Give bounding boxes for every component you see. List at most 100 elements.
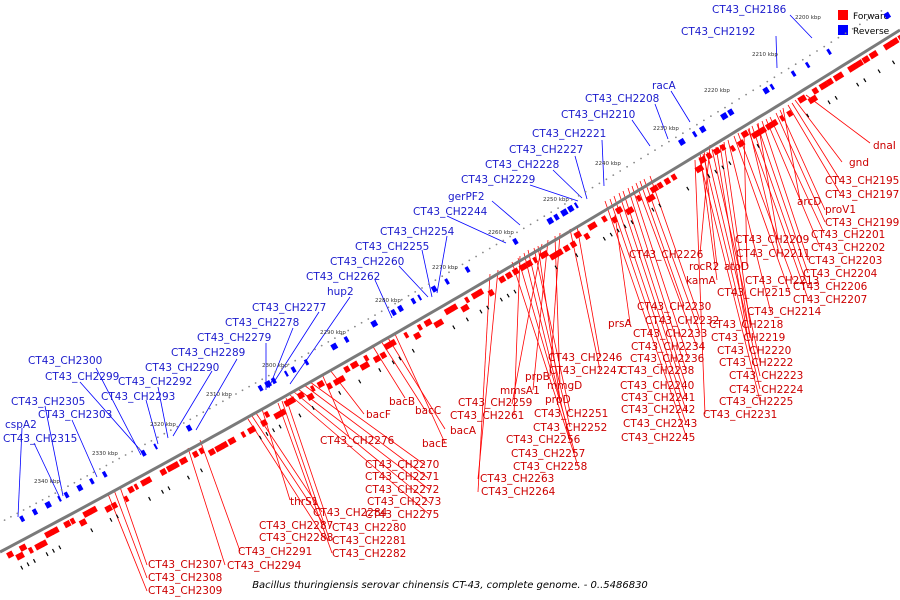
reverse-gene-label: CT43_CH2305 bbox=[11, 396, 85, 408]
position-dot bbox=[111, 461, 114, 463]
position-dot bbox=[235, 393, 237, 395]
forward-gene-label: CT43_CH2223 bbox=[729, 370, 803, 382]
forward-gene-label: CT43_CH2252 bbox=[533, 422, 607, 434]
gene-tick bbox=[338, 390, 342, 395]
forward-gene bbox=[290, 396, 297, 404]
position-dot bbox=[475, 255, 477, 258]
position-dot bbox=[689, 127, 691, 130]
position-dot bbox=[60, 488, 63, 491]
forward-gene bbox=[227, 436, 237, 446]
reverse-gene bbox=[76, 483, 84, 492]
forward-gene bbox=[587, 221, 598, 231]
reverse-gene-label: cspA2 bbox=[5, 419, 37, 431]
forward-gene-label: CT43_CH2258 bbox=[513, 461, 587, 473]
forward-gene-label: CT43_CH2233 bbox=[633, 328, 707, 340]
forward-gene-label: CT43_CH2204 bbox=[803, 268, 878, 280]
position-dot bbox=[543, 215, 546, 218]
position-dot bbox=[144, 443, 146, 446]
forward-gene bbox=[811, 86, 820, 95]
reverse-gene-label: CT43_CH2303 bbox=[38, 409, 112, 421]
gene-tick bbox=[452, 325, 456, 330]
forward-gene-label: dnaI bbox=[873, 140, 896, 152]
forward-gene bbox=[110, 501, 119, 510]
gene-tick bbox=[298, 413, 302, 418]
reverse-gene bbox=[883, 11, 892, 20]
forward-gene bbox=[389, 338, 397, 347]
forward-gene bbox=[614, 205, 624, 215]
forward-gene-label: CT43_CH2243 bbox=[623, 418, 697, 430]
reverse-gene bbox=[464, 266, 471, 274]
tick-label: 2280 kbp bbox=[375, 298, 401, 304]
forward-gene-label: mmsA1 bbox=[500, 385, 540, 397]
forward-gene bbox=[477, 288, 485, 296]
tick-label: 2300 kbp bbox=[262, 363, 288, 369]
gene-tick bbox=[465, 317, 469, 322]
reverse-gene bbox=[444, 278, 450, 285]
forward-gene-label: bacB bbox=[389, 396, 415, 408]
gene-tick bbox=[513, 289, 517, 294]
position-dot bbox=[809, 54, 811, 57]
forward-gene bbox=[890, 37, 900, 46]
forward-gene bbox=[191, 450, 200, 459]
gene-tick bbox=[728, 161, 732, 166]
forward-gene-label: CT43_CH2240 bbox=[620, 380, 694, 392]
reverse-gene-label: CT43_CH2277 bbox=[252, 302, 326, 314]
position-dot bbox=[570, 199, 573, 201]
gene-tick bbox=[51, 548, 55, 553]
position-dot bbox=[448, 271, 450, 274]
forward-gene bbox=[15, 551, 25, 561]
tick-label: 2230 kbp bbox=[653, 126, 679, 132]
forward-gene-label: CT43_CH2226 bbox=[629, 249, 704, 261]
position-dot bbox=[294, 359, 297, 362]
position-dot bbox=[619, 170, 622, 172]
gene-tick bbox=[721, 165, 725, 170]
position-dot bbox=[598, 182, 601, 185]
forward-gene bbox=[349, 360, 360, 370]
tick-label: 2210 kbp bbox=[752, 52, 778, 58]
tick-label: 2340 kbp bbox=[34, 479, 60, 485]
position-dot bbox=[682, 132, 684, 135]
gene-tick bbox=[602, 236, 606, 241]
map-caption: Bacillus thuringiensis serovar chinensis… bbox=[252, 580, 648, 591]
gene-tick bbox=[358, 379, 362, 384]
forward-gene-label: CT43_CH2225 bbox=[719, 396, 793, 408]
position-dot bbox=[461, 263, 464, 266]
position-dot bbox=[267, 374, 270, 377]
gene-tick bbox=[609, 232, 613, 237]
reverse-gene-label: CT43_CH2290 bbox=[145, 362, 219, 374]
reverse-gene-label: CT43_CH2315 bbox=[3, 433, 77, 445]
position-dot bbox=[92, 471, 95, 474]
position-dot bbox=[16, 512, 19, 515]
position-dot bbox=[176, 425, 179, 428]
reverse-gene bbox=[566, 204, 575, 213]
position-dot bbox=[380, 310, 383, 313]
forward-gene bbox=[670, 173, 678, 181]
position-dot bbox=[189, 418, 192, 421]
forward-gene-label: mmgD bbox=[547, 380, 582, 392]
position-dot bbox=[873, 14, 876, 17]
forward-gene bbox=[635, 194, 643, 202]
position-dot bbox=[3, 519, 6, 521]
forward-gene bbox=[797, 94, 808, 104]
reverse-gene bbox=[698, 125, 707, 134]
reverse-gene bbox=[560, 208, 569, 217]
forward-gene bbox=[413, 331, 422, 340]
reverse-gene-label: racA bbox=[652, 80, 677, 92]
forward-gene bbox=[525, 259, 534, 268]
forward-gene-label: rocR2 bbox=[689, 261, 719, 273]
forward-gene bbox=[260, 418, 269, 427]
position-dot bbox=[830, 41, 833, 43]
position-dot bbox=[434, 279, 437, 282]
reverse-gene bbox=[290, 366, 297, 374]
reverse-gene bbox=[546, 216, 555, 225]
forward-gene-label: CT43_CH2294 bbox=[227, 560, 302, 572]
gene-tick bbox=[167, 486, 171, 491]
reverse-strand-position-dots bbox=[3, 10, 883, 521]
reverse-gene-label: CT43_CH2221 bbox=[532, 128, 606, 140]
forward-gene bbox=[712, 146, 722, 156]
forward-gene bbox=[363, 354, 370, 362]
reverse-gene bbox=[89, 477, 95, 485]
position-dot bbox=[759, 85, 762, 87]
forward-gene bbox=[705, 152, 713, 160]
forward-gene-label: proV1 bbox=[825, 204, 856, 216]
